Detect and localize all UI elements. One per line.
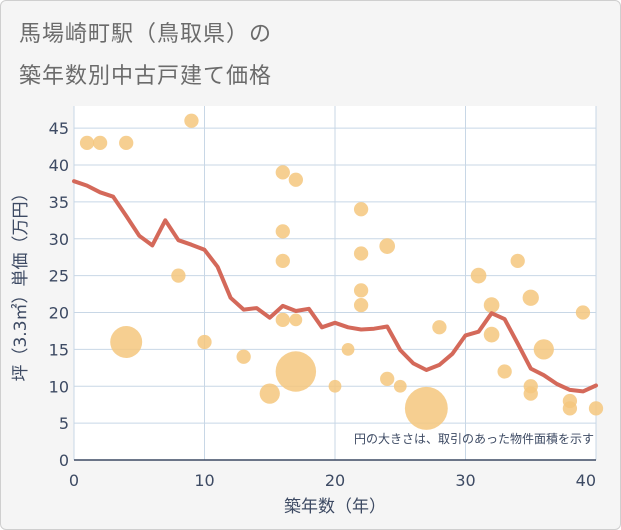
data-bubble	[404, 386, 448, 430]
y-tick-label: 25	[49, 267, 69, 286]
data-bubble	[523, 386, 538, 401]
data-bubble	[353, 202, 369, 217]
y-tick-label: 30	[49, 230, 69, 249]
data-bubble	[275, 351, 317, 392]
data-bubble	[470, 267, 487, 284]
data-bubble	[110, 326, 143, 358]
data-bubble	[353, 283, 369, 298]
y-tick-label: 5	[59, 414, 69, 433]
data-bubble	[92, 135, 108, 151]
data-bubble	[259, 383, 280, 404]
data-bubble	[379, 238, 396, 254]
data-bubble	[522, 289, 539, 306]
chart-title-line1: 馬場崎町駅（鳥取県）の	[19, 22, 273, 47]
y-tick-label: 45	[49, 119, 69, 138]
data-bubble	[483, 326, 500, 343]
data-bubble	[275, 312, 290, 328]
data-bubble	[533, 339, 554, 360]
data-bubble	[483, 297, 500, 313]
data-bubble	[328, 379, 342, 393]
y-tick-label: 20	[49, 304, 69, 323]
data-bubble	[510, 253, 525, 269]
x-axis-label: 築年数（年）	[284, 497, 386, 517]
y-tick-label: 0	[59, 451, 69, 470]
data-bubble	[275, 253, 290, 269]
data-bubble	[432, 320, 447, 335]
y-tick-label: 35	[49, 193, 69, 212]
data-bubble	[197, 334, 212, 350]
data-bubble	[380, 371, 395, 387]
y-tick-label: 10	[49, 377, 69, 396]
x-tick-label: 0	[69, 471, 79, 490]
data-bubble	[575, 305, 591, 320]
data-bubble	[171, 268, 186, 283]
trend-line	[72, 179, 598, 394]
x-tick-label: 40	[576, 471, 596, 490]
data-bubble	[393, 379, 407, 393]
chart-title-line2: 築年数別中古戸建て価格	[19, 64, 273, 89]
data-bubble	[275, 224, 290, 239]
x-tick-label: 10	[194, 471, 214, 490]
data-bubble	[562, 401, 578, 416]
data-bubble	[497, 364, 512, 379]
data-bubble	[275, 165, 290, 180]
data-bubble	[289, 313, 303, 327]
data-bubble	[353, 297, 369, 313]
data-bubble	[341, 342, 355, 356]
data-bubble	[353, 246, 369, 261]
y-tick-label: 40	[49, 156, 69, 175]
data-bubble	[119, 135, 134, 151]
y-axis-label: 坪（3.3㎡）単価（万円）	[11, 184, 31, 381]
data-bubble	[79, 135, 95, 151]
size-note: 円の大きさは、取引のあった物件面積を示す	[354, 431, 594, 446]
data-bubble	[588, 401, 604, 416]
y-tick-label: 15	[49, 340, 69, 359]
data-bubble	[184, 113, 199, 128]
data-bubble	[236, 349, 251, 364]
x-tick-label: 20	[325, 471, 345, 490]
data-bubble	[288, 172, 303, 187]
x-tick-label: 30	[455, 471, 475, 490]
